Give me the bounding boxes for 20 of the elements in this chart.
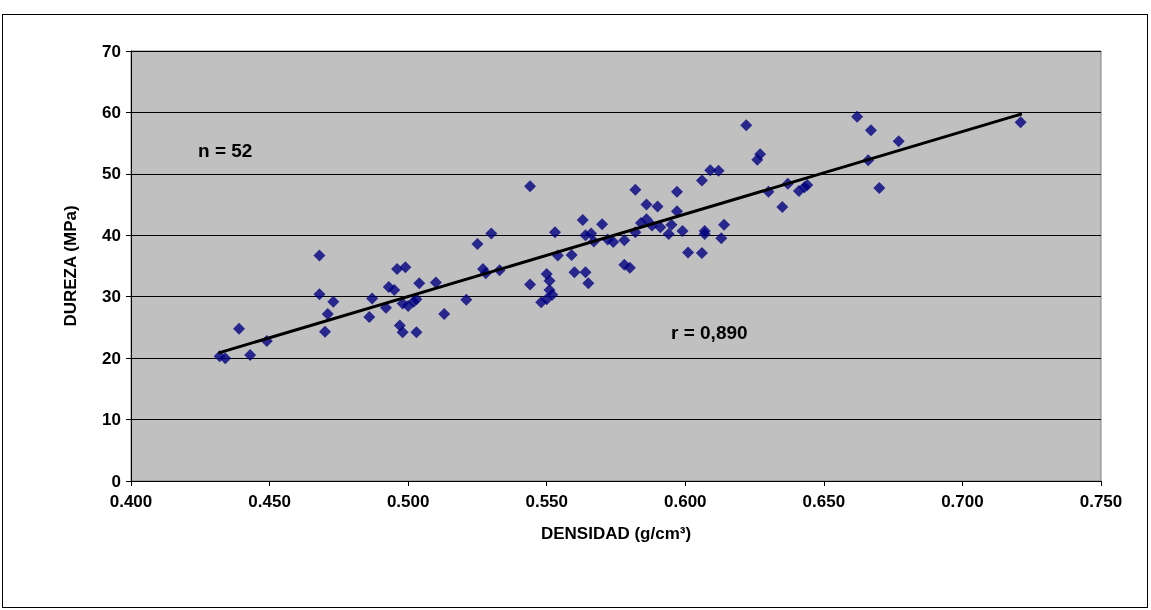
y-axis-title: DUREZA (MPa) xyxy=(61,205,80,327)
y-tick-label: 20 xyxy=(102,348,121,368)
x-tick-label: 0.750 xyxy=(1079,492,1123,511)
x-tick-label: 0.500 xyxy=(386,492,430,511)
y-tick-label: 60 xyxy=(102,102,121,122)
y-tick-label: 70 xyxy=(102,41,121,61)
y-tick-label: 30 xyxy=(102,287,121,307)
y-tick-label: 10 xyxy=(102,410,121,430)
x-tick-label: 0.550 xyxy=(525,492,568,511)
x-axis-title: DENSIDAD (g/cm³) xyxy=(540,524,692,543)
annotation: n = 52 xyxy=(198,140,253,161)
x-tick-label: 0.700 xyxy=(941,492,984,511)
y-tick-label: 40 xyxy=(102,225,121,245)
x-tick-label: 0.400 xyxy=(109,492,153,511)
y-tick-label: 0 xyxy=(111,471,121,491)
x-tick-label: 0.650 xyxy=(802,492,846,511)
x-tick-label: 0.450 xyxy=(248,492,291,511)
y-tick-label: 50 xyxy=(102,164,121,184)
x-tick-label: 0.600 xyxy=(664,492,707,511)
annotation: r = 0,890 xyxy=(671,322,748,343)
